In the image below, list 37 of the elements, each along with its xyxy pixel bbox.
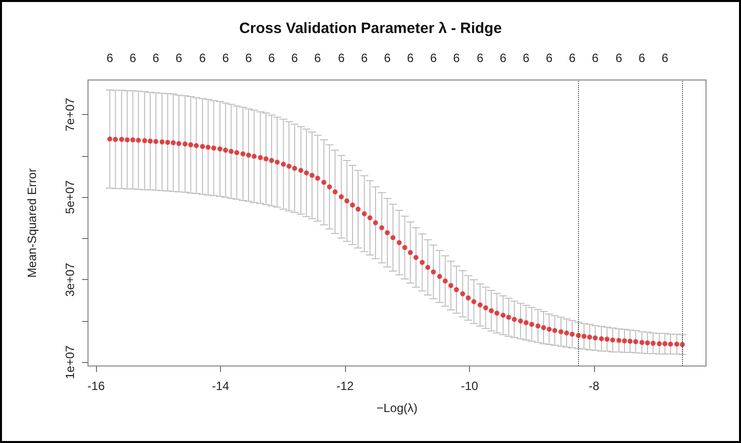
text: 6 [129,51,136,65]
text: 6 [616,51,623,65]
x-tick-label: -14 [212,379,230,393]
text: 6 [199,51,206,65]
text: 6 [662,51,669,65]
text: 6 [546,51,553,65]
text: 6 [384,51,392,65]
y-tick-label: 1e+07 [63,345,77,380]
text: 6 [568,51,576,65]
text: 6 [245,51,252,65]
text: 6 [500,51,507,65]
text: 6 [291,51,298,65]
text: 6 [476,51,484,65]
y-tick-label: 5e+07 [63,180,77,214]
text: 6 [453,51,460,65]
y-tick-label: 7e+07 [63,97,77,132]
text: 6 [222,51,230,65]
text: 6 [638,51,646,65]
x-tick-label: -8 [588,379,600,393]
text: 6 [338,51,345,65]
x-axis-title: −Log(λ) [376,401,418,415]
text: 6 [268,51,276,65]
text: 6 [360,51,368,65]
text: 6 [106,51,114,65]
text: 6 [152,51,160,65]
text: 6 [430,51,438,65]
y-tick-label: 3e+07 [63,262,77,297]
x-tick-label: -10 [460,379,479,393]
y-axis-title: Mean-Squared Error [25,168,39,278]
chart-title: Cross Validation Parameter λ - Ridge [239,20,502,37]
text: 6 [407,51,414,65]
x-tick-label: -16 [87,379,106,393]
text: 6 [176,51,183,65]
text: 6 [592,51,599,65]
x-tick-label: -12 [336,379,354,393]
text: 6 [522,51,530,65]
text: 6 [314,51,322,65]
